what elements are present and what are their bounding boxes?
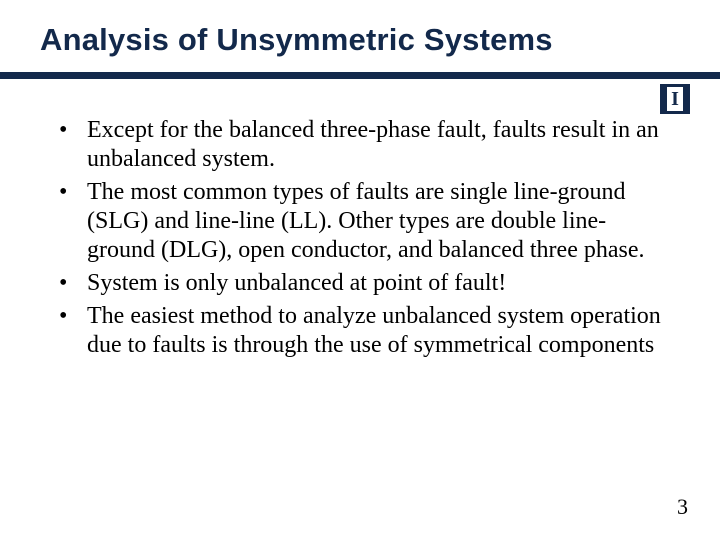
bullet-list: Except for the balanced three-phase faul… — [55, 116, 665, 360]
title-rule — [0, 72, 720, 79]
bullet-item: The most common types of faults are sing… — [55, 178, 665, 265]
bullet-item: The easiest method to analyze unbalanced… — [55, 302, 665, 360]
bullet-item: Except for the balanced three-phase faul… — [55, 116, 665, 174]
logo-letter: I — [667, 87, 683, 111]
bullet-item: System is only unbalanced at point of fa… — [55, 269, 665, 298]
page-title: Analysis of Unsymmetric Systems — [40, 22, 680, 58]
page-number: 3 — [677, 494, 688, 520]
institution-logo: I — [660, 84, 690, 114]
slide: Analysis of Unsymmetric Systems I Except… — [0, 0, 720, 540]
content-area: Except for the balanced three-phase faul… — [55, 116, 665, 364]
